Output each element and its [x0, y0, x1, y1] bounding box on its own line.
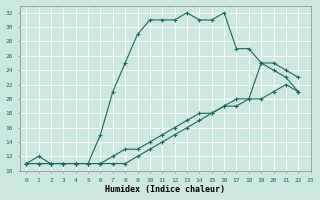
X-axis label: Humidex (Indice chaleur): Humidex (Indice chaleur) — [105, 185, 225, 194]
